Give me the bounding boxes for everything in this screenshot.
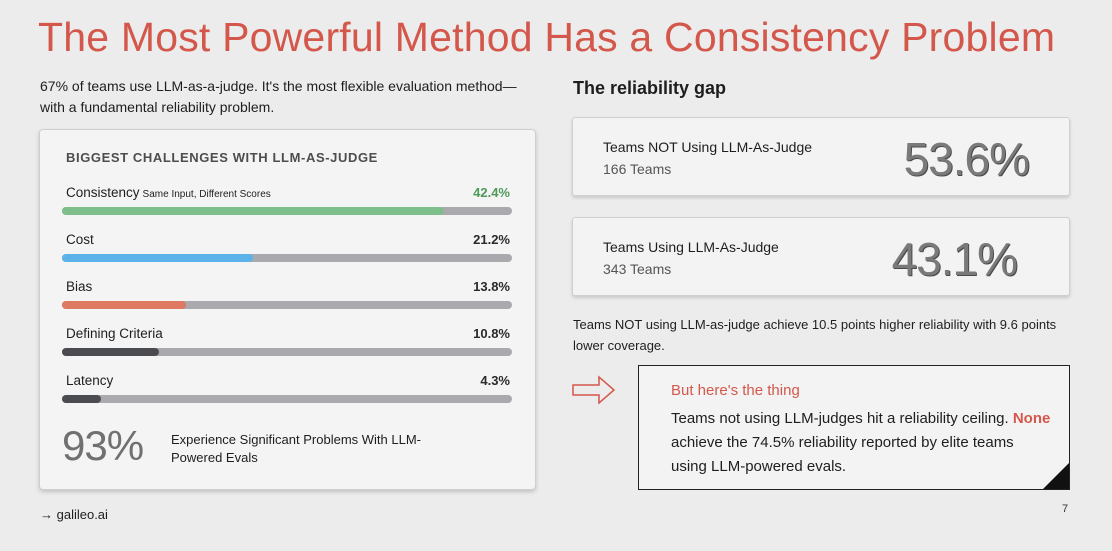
stat-card-teams: 166 Teams xyxy=(603,161,672,177)
challenge-row-consistency: Consistency Same Input, Different Scores … xyxy=(62,185,512,225)
challenge-bar-track xyxy=(62,254,512,262)
galileo-link[interactable]: → galileo.ai xyxy=(40,507,108,522)
challenge-bar-fill xyxy=(62,395,101,403)
callout-body: Teams not using LLM-judges hit a reliabi… xyxy=(671,410,1051,475)
stat-card-label: Teams Using LLM-As-Judge xyxy=(603,239,779,255)
problems-stat-value: 93% xyxy=(62,422,144,469)
challenge-percent: 10.8% xyxy=(473,326,510,341)
page-number: 7 xyxy=(1062,503,1069,515)
callout-box: But here's the thing Teams not using LLM… xyxy=(638,365,1070,490)
challenge-percent: 4.3% xyxy=(480,373,510,388)
stat-card-using: Teams Using LLM-As-Judge 343 Teams 43.1% xyxy=(572,217,1070,296)
challenge-bar-track xyxy=(62,207,512,215)
arrow-right-icon xyxy=(572,375,616,405)
challenge-bar-fill xyxy=(62,301,187,309)
challenge-label: Consistency Same Input, Different Scores xyxy=(66,185,271,200)
reliability-summary: Teams NOT using LLM-as-judge achieve 10.… xyxy=(573,317,1057,353)
challenge-bar-track xyxy=(62,301,512,309)
stat-card-value: 43.1% xyxy=(891,233,1018,285)
challenge-bar-track xyxy=(62,348,512,356)
challenges-heading: BIGGEST CHALLENGES WITH LLM-AS-JUDGE xyxy=(66,150,378,165)
challenge-bar-track xyxy=(62,395,512,403)
challenge-row-defining-criteria: Defining Criteria 10.8% xyxy=(62,326,512,366)
challenge-row-cost: Cost 21.2% xyxy=(62,232,512,272)
page-title: The Most Powerful Method Has a Consisten… xyxy=(38,14,1056,60)
intro-text: 67% of teams use LLM-as-a-judge. It's th… xyxy=(40,78,517,115)
problems-stat-text: Experience Significant Problems With LLM… xyxy=(171,432,421,465)
challenge-row-bias: Bias 13.8% xyxy=(62,279,512,319)
challenge-percent: 13.8% xyxy=(473,279,510,294)
stat-card-label: Teams NOT Using LLM-As-Judge xyxy=(603,139,813,155)
challenge-label: Bias xyxy=(66,279,93,294)
challenge-label: Latency xyxy=(66,373,114,388)
challenges-card: BIGGEST CHALLENGES WITH LLM-AS-JUDGE Con… xyxy=(39,129,536,490)
reliability-gap-heading: The reliability gap xyxy=(573,78,727,98)
stat-card-teams: 343 Teams xyxy=(603,261,672,277)
challenge-percent: 21.2% xyxy=(473,232,510,247)
challenge-percent: 42.4% xyxy=(473,185,510,200)
stat-card-not-using: Teams NOT Using LLM-As-Judge 166 Teams 5… xyxy=(572,117,1070,196)
callout-highlight: None xyxy=(1012,410,1051,427)
challenge-label: Defining Criteria xyxy=(66,326,163,341)
challenge-bar-fill xyxy=(62,207,444,215)
stat-card-value: 53.6% xyxy=(903,133,1030,185)
challenge-bar-fill xyxy=(62,348,160,356)
challenge-label: Cost xyxy=(66,232,94,247)
callout-heading: But here's the thing xyxy=(671,382,800,399)
corner-fold-icon xyxy=(1043,463,1069,489)
challenge-bar-fill xyxy=(62,254,253,262)
challenge-sublabel: Same Input, Different Scores xyxy=(142,189,271,200)
challenge-row-latency: Latency 4.3% xyxy=(62,373,512,413)
